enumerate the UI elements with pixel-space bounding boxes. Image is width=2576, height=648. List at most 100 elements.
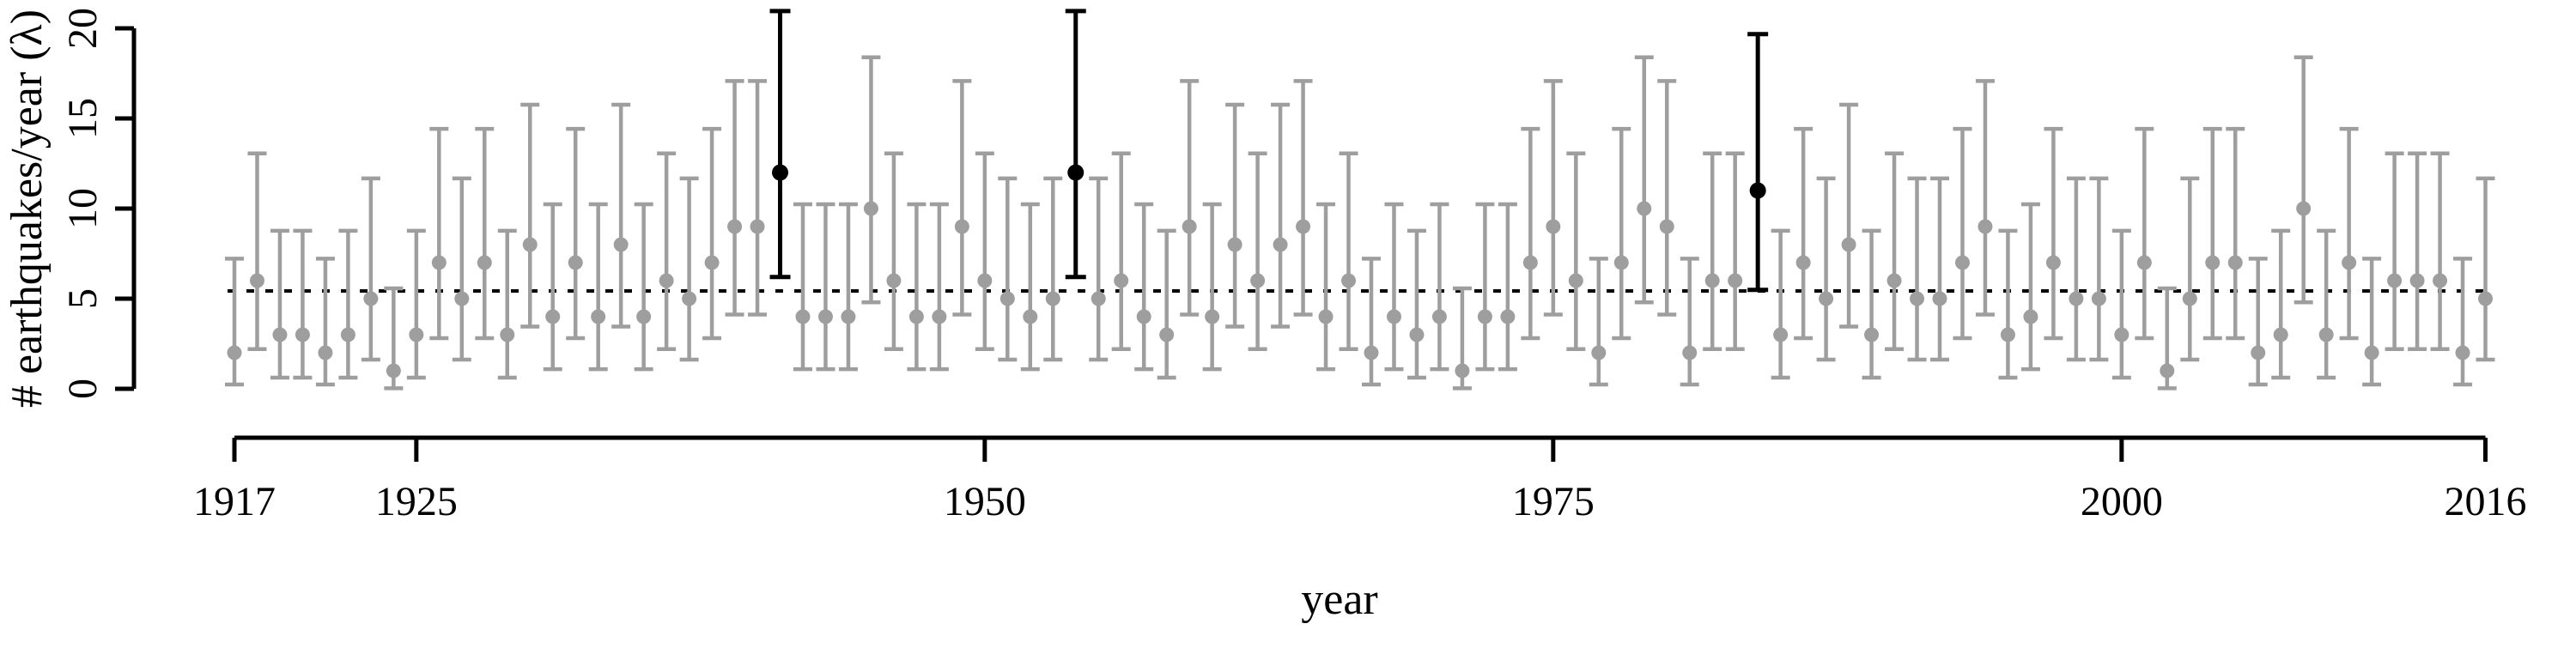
error-bar-2013 xyxy=(2408,151,2427,352)
data-point-2002 xyxy=(2160,363,2175,379)
error-bar-1946 xyxy=(884,151,903,352)
data-point-1983 xyxy=(1728,273,1743,288)
data-point-1962 xyxy=(1250,273,1266,288)
data-point-2005 xyxy=(2227,255,2243,270)
data-point-1926 xyxy=(431,255,447,270)
data-point-1927 xyxy=(454,291,470,306)
data-point-2001 xyxy=(2136,255,2152,270)
axis-labels-layer: # earthquakes/year (λ) year xyxy=(3,9,1378,624)
error-bar-1933 xyxy=(588,202,608,372)
error-bar-1931 xyxy=(543,202,562,372)
x-axis-tick-label-1917: 1917 xyxy=(193,479,276,524)
data-point-2009 xyxy=(2318,327,2334,342)
error-bar-1922 xyxy=(338,228,358,380)
error-bar-1992 xyxy=(1930,176,1949,362)
data-point-1949 xyxy=(954,219,969,234)
error-bar-1942 xyxy=(793,202,812,372)
error-bar-1938 xyxy=(702,126,722,341)
error-bar-1958 xyxy=(1157,228,1176,380)
error-bar-2014 xyxy=(2430,151,2450,352)
data-point-1925 xyxy=(409,327,424,342)
error-bar-1991 xyxy=(1907,176,1927,362)
error-bar-1952 xyxy=(1020,202,1040,372)
error-bar-1923 xyxy=(361,176,380,362)
x-axis-tick-label-1925: 1925 xyxy=(375,479,458,524)
error-bar-1989 xyxy=(1862,228,1881,380)
error-bar-1974 xyxy=(1521,126,1540,341)
data-point-1979 xyxy=(1637,201,1652,216)
x-axis-tick-label-1975: 1975 xyxy=(1512,479,1595,524)
data-point-1992 xyxy=(1932,291,1947,306)
error-bar-2007 xyxy=(2271,228,2291,380)
error-bar-1950 xyxy=(975,151,994,352)
error-bar-1972 xyxy=(1475,202,1495,372)
data-point-1977 xyxy=(1591,345,1607,360)
data-point-1948 xyxy=(932,309,947,324)
error-bar-1963 xyxy=(1271,102,1291,329)
data-point-1980 xyxy=(1659,219,1674,234)
data-point-1936 xyxy=(659,273,674,288)
error-bar-2012 xyxy=(2385,151,2404,352)
highlighted-data-point-1941 xyxy=(772,164,789,181)
error-bar-2006 xyxy=(2248,257,2268,387)
data-point-2008 xyxy=(2296,201,2312,216)
error-bar-1939 xyxy=(725,79,744,317)
data-point-2011 xyxy=(2364,345,2379,360)
data-point-1986 xyxy=(1795,255,1811,270)
error-bar-1927 xyxy=(452,176,471,362)
data-point-2015 xyxy=(2455,345,2470,360)
error-bar-1993 xyxy=(1953,126,1972,341)
error-bar-1986 xyxy=(1794,126,1814,341)
data-point-1989 xyxy=(1864,327,1880,342)
error-bar-2015 xyxy=(2453,257,2473,387)
error-bar-1945 xyxy=(861,55,881,305)
x-axis-tick-label-2016: 2016 xyxy=(2445,479,2527,524)
error-bar-1949 xyxy=(952,79,972,317)
x-axis-tick-label-1950: 1950 xyxy=(944,479,1026,524)
error-bar-1940 xyxy=(748,79,768,317)
data-point-1998 xyxy=(2069,291,2084,306)
data-point-1967 xyxy=(1364,345,1379,360)
error-bar-1984 xyxy=(1747,32,1769,293)
error-bar-1983 xyxy=(1725,151,1745,352)
data-point-1981 xyxy=(1682,345,1698,360)
error-bar-1919 xyxy=(270,228,289,380)
data-point-1963 xyxy=(1273,237,1288,252)
error-bar-2010 xyxy=(2339,126,2359,341)
y-axis-tick-label-5: 5 xyxy=(60,288,106,309)
error-bar-1965 xyxy=(1316,202,1336,372)
error-bar-1948 xyxy=(929,202,949,372)
error-bar-1976 xyxy=(1566,151,1586,352)
data-point-1961 xyxy=(1227,237,1242,252)
error-bar-1960 xyxy=(1202,202,1222,372)
data-point-1990 xyxy=(1886,273,1902,288)
data-point-1974 xyxy=(1522,255,1538,270)
data-point-1944 xyxy=(841,309,856,324)
error-bar-1917 xyxy=(225,257,244,387)
data-point-2012 xyxy=(2387,273,2403,288)
error-bar-1979 xyxy=(1634,55,1654,305)
error-bar-1934 xyxy=(611,102,631,329)
error-bar-1930 xyxy=(520,102,540,329)
data-point-1978 xyxy=(1613,255,1629,270)
error-bar-1951 xyxy=(998,176,1018,362)
data-point-2007 xyxy=(2273,327,2288,342)
data-point-1940 xyxy=(750,219,765,234)
error-bar-1953 xyxy=(1043,176,1063,362)
data-point-2013 xyxy=(2409,273,2425,288)
data-point-1957 xyxy=(1136,309,1151,324)
data-point-2016 xyxy=(2478,291,2494,306)
data-point-1928 xyxy=(477,255,492,270)
data-point-1997 xyxy=(2045,255,2061,270)
error-bar-1978 xyxy=(1612,126,1631,341)
data-point-1970 xyxy=(1431,309,1447,324)
data-point-1987 xyxy=(1819,291,1834,306)
data-point-1968 xyxy=(1386,309,1401,324)
data-point-1985 xyxy=(1773,327,1789,342)
y-axis-tick-label-15: 15 xyxy=(60,98,106,139)
y-axis-tick-label-0: 0 xyxy=(60,379,106,399)
data-point-1934 xyxy=(613,237,629,252)
data-point-1938 xyxy=(704,255,720,270)
data-point-1918 xyxy=(249,273,264,288)
error-bar-1981 xyxy=(1680,257,1699,387)
